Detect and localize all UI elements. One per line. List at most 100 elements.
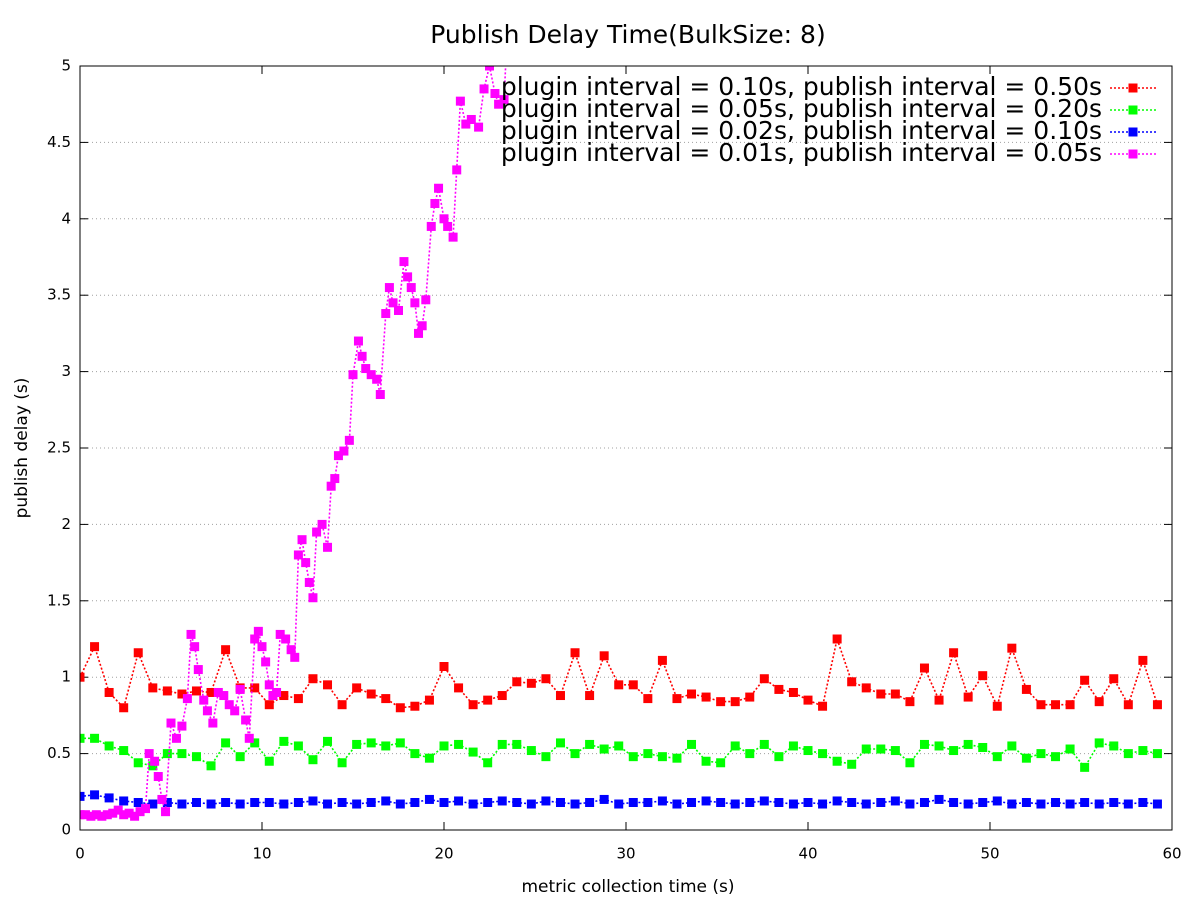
data-point — [337, 700, 347, 710]
data-point — [153, 772, 163, 782]
data-point — [963, 692, 973, 702]
data-point — [108, 808, 118, 818]
data-point — [555, 691, 565, 701]
x-axis-label: metric collection time (s) — [521, 877, 734, 897]
data-point — [430, 199, 440, 209]
data-point — [286, 645, 296, 655]
data-point — [279, 736, 289, 746]
data-point — [104, 741, 114, 751]
data-point — [716, 797, 726, 807]
data-point — [148, 683, 158, 693]
data-point — [759, 739, 769, 749]
data-point — [90, 733, 100, 743]
data-point — [701, 692, 711, 702]
data-point — [1036, 700, 1046, 710]
data-point — [643, 749, 653, 759]
data-point — [124, 808, 134, 818]
data-point — [191, 752, 201, 762]
data-point — [177, 689, 187, 699]
data-point — [494, 99, 504, 109]
data-point — [1021, 797, 1031, 807]
data-point — [366, 370, 376, 380]
data-point — [297, 535, 307, 545]
data-point — [512, 739, 522, 749]
data-point — [323, 799, 333, 809]
data-point — [395, 799, 405, 809]
data-point — [614, 741, 624, 751]
data-point — [774, 797, 784, 807]
data-point — [803, 746, 813, 756]
data-point — [317, 519, 327, 529]
data-point — [1138, 655, 1148, 665]
data-point — [759, 796, 769, 806]
data-point — [290, 652, 300, 662]
data-point — [191, 797, 201, 807]
data-point — [388, 298, 398, 308]
data-point — [876, 689, 886, 699]
y-tick-label: 4.5 — [47, 133, 71, 151]
data-point — [257, 642, 267, 652]
data-point — [818, 701, 828, 711]
data-point — [253, 626, 263, 636]
data-point — [934, 794, 944, 804]
data-point — [479, 84, 489, 94]
data-point — [949, 746, 959, 756]
data-point — [876, 797, 886, 807]
data-point — [403, 272, 413, 282]
data-point — [406, 283, 416, 293]
data-point — [672, 799, 682, 809]
data-point — [1036, 749, 1046, 759]
data-point — [372, 374, 382, 384]
data-point — [949, 648, 959, 658]
data-point — [308, 755, 318, 765]
legend-label: plugin interval = 0.05s, publish interva… — [501, 94, 1102, 123]
data-point — [643, 797, 653, 807]
data-point — [541, 674, 551, 684]
data-point — [1094, 697, 1104, 707]
data-point — [759, 674, 769, 684]
data-point — [375, 390, 385, 400]
data-point — [191, 686, 201, 696]
data-point — [366, 689, 376, 699]
data-point — [133, 648, 143, 658]
data-point — [339, 446, 349, 456]
data-point — [104, 687, 114, 697]
data-point — [421, 295, 431, 305]
data-point — [672, 753, 682, 763]
data-point — [410, 701, 420, 711]
data-point — [244, 733, 254, 743]
data-point — [963, 799, 973, 809]
x-tick-label: 60 — [1162, 845, 1181, 863]
data-point — [1051, 797, 1061, 807]
data-point — [687, 739, 697, 749]
data-point — [963, 739, 973, 749]
data-point — [1152, 749, 1162, 759]
data-point — [80, 672, 85, 682]
series-line — [80, 737, 1158, 769]
data-point — [832, 634, 842, 644]
data-point — [890, 746, 900, 756]
data-point — [497, 796, 507, 806]
data-point — [148, 761, 158, 771]
data-point — [570, 648, 580, 658]
data-point — [1094, 799, 1104, 809]
data-point — [483, 758, 493, 768]
data-point — [490, 89, 500, 99]
data-point — [384, 283, 394, 293]
data-point — [466, 114, 476, 124]
data-point — [474, 122, 484, 132]
data-point — [1036, 799, 1046, 809]
data-point — [90, 790, 100, 800]
legend-label: plugin interval = 0.01s, publish interva… — [501, 138, 1102, 167]
data-point — [499, 95, 509, 105]
data-point — [208, 718, 218, 728]
data-point — [992, 752, 1002, 762]
data-point — [417, 321, 427, 331]
data-point — [949, 797, 959, 807]
data-point — [701, 756, 711, 766]
data-point — [1094, 738, 1104, 748]
data-point — [483, 797, 493, 807]
data-point — [235, 799, 245, 809]
data-point — [353, 336, 363, 346]
